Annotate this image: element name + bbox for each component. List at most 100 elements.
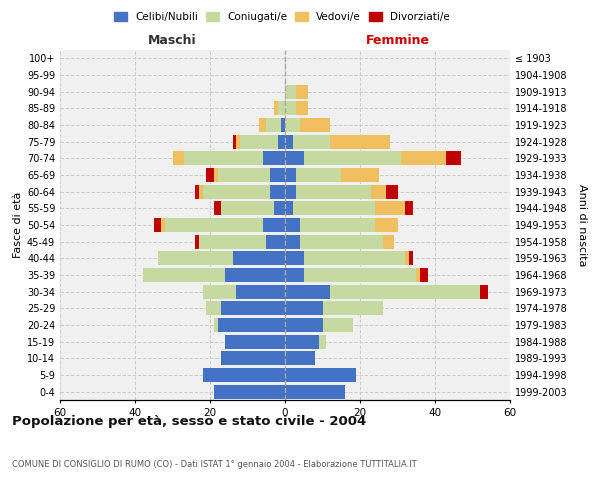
Bar [330, 284, 480, 298]
Y-axis label: Fasce di età: Fasce di età [13, 192, 23, 258]
Bar [270, 168, 285, 182]
Bar [285, 301, 323, 316]
Bar [323, 318, 353, 332]
Bar [285, 334, 319, 349]
Bar [405, 251, 409, 266]
Bar [293, 134, 330, 149]
Bar [157, 251, 233, 266]
Bar [218, 168, 270, 182]
Bar [263, 152, 285, 166]
Bar [165, 218, 263, 232]
Bar [409, 251, 413, 266]
Bar [221, 301, 285, 316]
Bar [285, 118, 300, 132]
Bar [285, 368, 356, 382]
Bar [233, 251, 285, 266]
Bar [236, 284, 285, 298]
Bar [319, 334, 326, 349]
Bar [266, 118, 281, 132]
Bar [203, 368, 285, 382]
Bar [274, 102, 277, 116]
Bar [161, 218, 165, 232]
Bar [214, 384, 285, 399]
Bar [420, 268, 427, 282]
Bar [323, 301, 383, 316]
Bar [184, 152, 263, 166]
Bar [285, 268, 304, 282]
Bar [263, 218, 285, 232]
Bar [195, 234, 199, 249]
Bar [304, 251, 405, 266]
Bar [203, 184, 270, 199]
Bar [304, 152, 401, 166]
Bar [300, 234, 383, 249]
Bar [285, 384, 345, 399]
Bar [285, 84, 296, 99]
Bar [300, 218, 375, 232]
Bar [266, 234, 285, 249]
Bar [214, 201, 221, 216]
Bar [296, 168, 341, 182]
Bar [236, 134, 240, 149]
Bar [300, 118, 330, 132]
Bar [285, 318, 323, 332]
Bar [199, 184, 203, 199]
Bar [285, 184, 296, 199]
Bar [195, 184, 199, 199]
Bar [341, 168, 379, 182]
Bar [285, 102, 296, 116]
Legend: Celibi/Nubili, Coniugati/e, Vedovi/e, Divorziati/e: Celibi/Nubili, Coniugati/e, Vedovi/e, Di… [112, 10, 452, 24]
Bar [206, 301, 221, 316]
Bar [401, 152, 446, 166]
Bar [296, 102, 308, 116]
Bar [330, 134, 390, 149]
Bar [285, 152, 304, 166]
Bar [285, 234, 300, 249]
Bar [285, 251, 304, 266]
Bar [285, 168, 296, 182]
Bar [274, 201, 285, 216]
Bar [285, 284, 330, 298]
Text: Femmine: Femmine [365, 34, 430, 46]
Bar [221, 352, 285, 366]
Bar [233, 134, 236, 149]
Bar [173, 152, 184, 166]
Bar [293, 201, 375, 216]
Bar [214, 318, 218, 332]
Bar [240, 134, 277, 149]
Bar [199, 234, 266, 249]
Bar [259, 118, 266, 132]
Bar [218, 318, 285, 332]
Bar [375, 201, 405, 216]
Bar [203, 284, 236, 298]
Bar [143, 268, 225, 282]
Bar [285, 352, 315, 366]
Bar [480, 284, 487, 298]
Bar [270, 184, 285, 199]
Bar [383, 234, 394, 249]
Bar [225, 268, 285, 282]
Bar [214, 168, 218, 182]
Bar [277, 134, 285, 149]
Bar [296, 184, 371, 199]
Bar [371, 184, 386, 199]
Bar [154, 218, 161, 232]
Bar [304, 268, 416, 282]
Bar [285, 134, 293, 149]
Y-axis label: Anni di nascita: Anni di nascita [577, 184, 587, 266]
Bar [225, 334, 285, 349]
Bar [416, 268, 420, 282]
Text: COMUNE DI CONSIGLIO DI RUMO (CO) - Dati ISTAT 1° gennaio 2004 - Elaborazione TUT: COMUNE DI CONSIGLIO DI RUMO (CO) - Dati … [12, 460, 417, 469]
Bar [281, 118, 285, 132]
Bar [405, 201, 413, 216]
Bar [277, 102, 285, 116]
Text: Popolazione per età, sesso e stato civile - 2004: Popolazione per età, sesso e stato civil… [12, 415, 366, 428]
Bar [206, 168, 214, 182]
Bar [446, 152, 461, 166]
Bar [285, 201, 293, 216]
Bar [296, 84, 308, 99]
Bar [221, 201, 274, 216]
Bar [386, 184, 398, 199]
Bar [285, 218, 300, 232]
Bar [375, 218, 398, 232]
